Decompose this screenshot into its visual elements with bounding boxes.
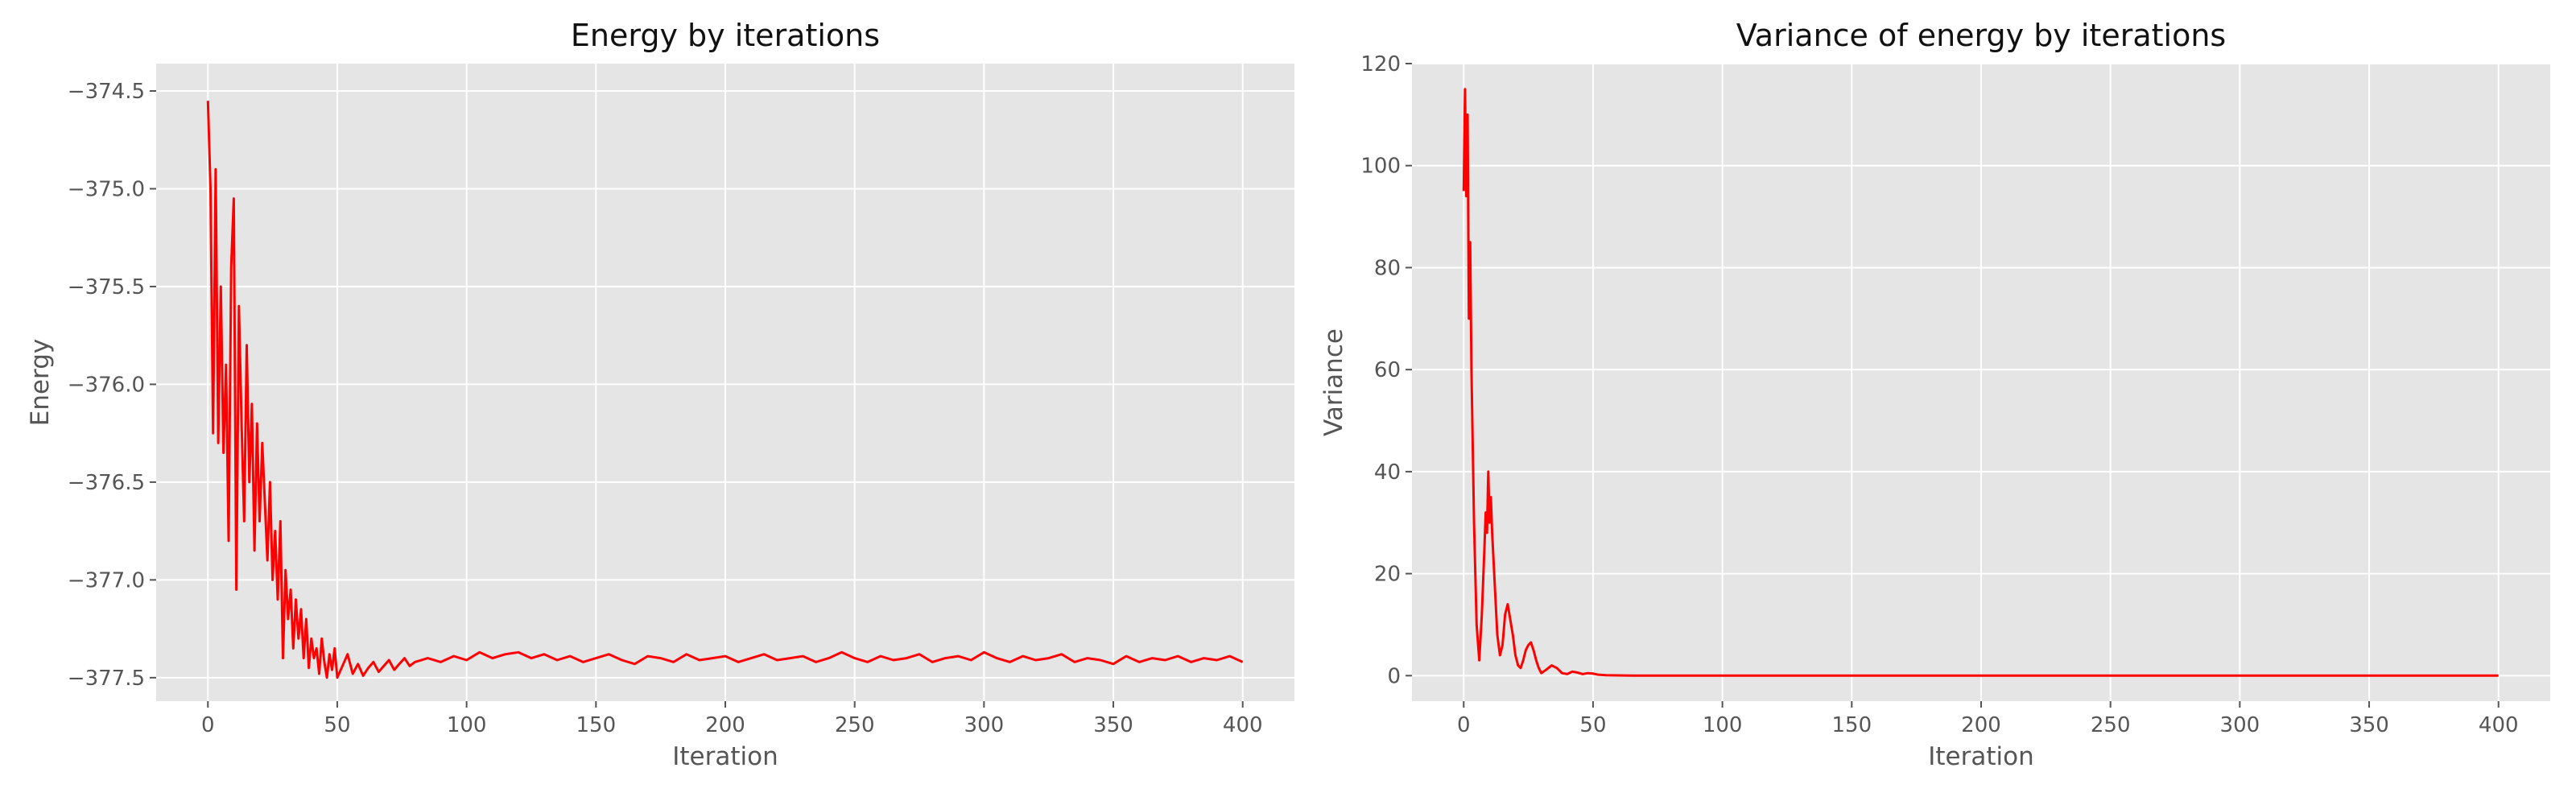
variance-y-tick-label: 80 [1374, 256, 1401, 280]
variance-x-tick-label: 0 [1457, 713, 1471, 737]
variance-x-tick-label: 350 [2349, 713, 2389, 737]
variance-y-tick-label: 20 [1374, 563, 1401, 587]
energy-y-tick-label: −374.5 [68, 80, 145, 104]
energy-x-tick-label: 50 [324, 713, 350, 737]
variance-y-tick-label: 120 [1360, 52, 1401, 76]
variance-y-tick-label: 40 [1374, 460, 1401, 485]
energy-chart-title: Energy by iterations [571, 18, 880, 53]
energy-y-axis-label: Energy [26, 339, 55, 427]
energy-chart: 0 50 100 150 200 250 300 350 400 −374.5 −375.0 −37… [26, 18, 1294, 771]
energy-y-tick-label: −377.5 [68, 667, 145, 691]
variance-x-tick-label: 400 [2479, 713, 2519, 737]
variance-x-tick-label: 50 [1579, 713, 1606, 737]
energy-y-tick-label: −376.0 [68, 373, 145, 397]
variance-x-tick-label: 250 [2091, 713, 2131, 737]
energy-x-axis-label: Iteration [672, 742, 778, 771]
variance-x-tick-label: 100 [1703, 713, 1743, 737]
energy-series-line [206, 101, 1244, 679]
energy-y-tick-label: −377.0 [68, 568, 145, 592]
variance-series-line [1462, 88, 2499, 677]
energy-x-tick-label: 350 [1093, 713, 1133, 737]
variance-chart: 0 50 100 150 200 250 300 350 400 0 20 40 60 80 100 120… [1319, 18, 2550, 771]
energy-x-tick-label: 0 [201, 713, 215, 737]
variance-y-tick-label: 100 [1360, 155, 1401, 179]
energy-x-tick-label: 100 [447, 713, 487, 737]
variance-x-tick-label: 300 [2220, 713, 2260, 737]
energy-x-tick-label: 300 [964, 713, 1005, 737]
energy-x-tick-label: 400 [1223, 713, 1263, 737]
energy-x-tick-label: 150 [576, 713, 616, 737]
variance-y-tick-label: 60 [1374, 358, 1401, 382]
variance-chart-title: Variance of energy by iterations [1736, 18, 2226, 53]
energy-y-tick-label: −375.5 [68, 275, 145, 299]
variance-x-tick-label: 150 [1831, 713, 1872, 737]
energy-y-tick-label: −376.5 [68, 471, 145, 495]
variance-y-axis-label: Variance [1319, 328, 1348, 436]
variance-x-tick-label: 200 [1961, 713, 2001, 737]
energy-x-tick-label: 200 [705, 713, 745, 737]
variance-x-axis-label: Iteration [1928, 742, 2034, 771]
energy-x-tick-label: 250 [835, 713, 875, 737]
energy-y-tick-label: −375.0 [68, 177, 145, 201]
variance-y-tick-label: 0 [1387, 664, 1401, 688]
